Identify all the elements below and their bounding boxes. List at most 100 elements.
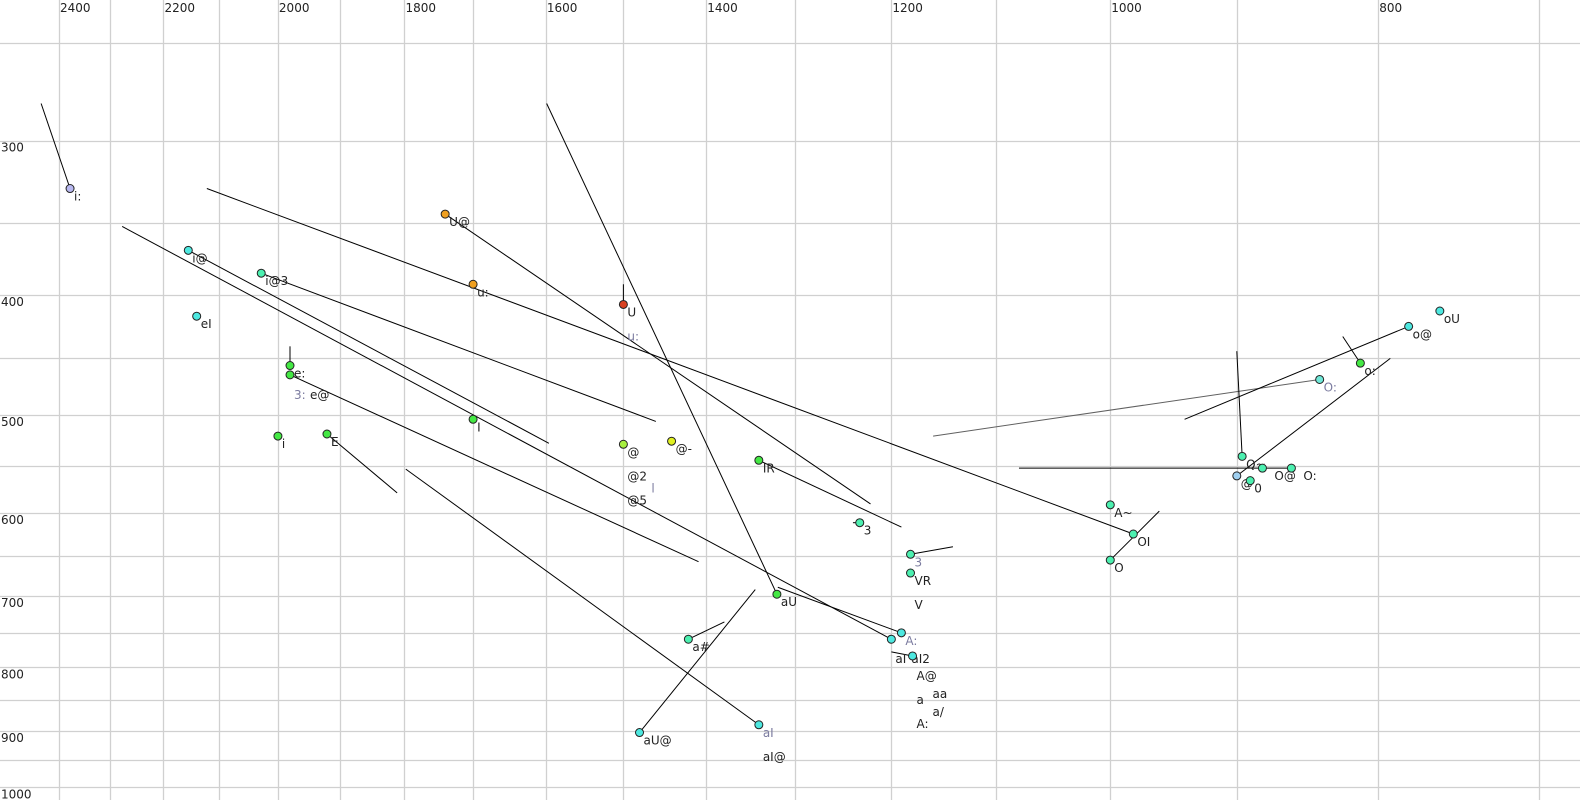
point-label: eI: [201, 317, 212, 331]
trajectory-line: [688, 621, 725, 640]
point-label: A~: [1114, 506, 1132, 520]
point-marker: [285, 370, 295, 380]
vowel-point: aU: [772, 589, 797, 609]
point-label: i@: [192, 251, 207, 265]
trajectory-line: [1236, 358, 1391, 477]
point-label: e:: [294, 367, 305, 381]
point-marker: [908, 651, 918, 661]
point-label: @5: [627, 493, 647, 507]
vowel-point: o@: [1404, 321, 1432, 341]
point-marker: [1286, 463, 1296, 473]
point-marker: [1232, 471, 1242, 481]
point-marker: [635, 728, 645, 738]
trajectory-line: [206, 188, 1134, 535]
vowel-point: IR: [754, 455, 775, 475]
point-label: U: [627, 305, 636, 319]
vowel-point: aI aI@: [754, 720, 786, 764]
point-label: i@3: [265, 274, 288, 288]
y-tick-label: 700: [1, 596, 24, 610]
vowel-point: 0: [1245, 476, 1262, 496]
vowel-point: A~: [1105, 500, 1133, 520]
vowel-point: A@ a aa A: a/: [908, 651, 948, 731]
vowel-point: E: [322, 429, 339, 449]
y-tick-label: 300: [1, 141, 24, 155]
point-marker: [468, 414, 478, 424]
y-tick-label: 400: [1, 295, 24, 309]
vowel-point: @ @2 @5 l: [618, 439, 655, 507]
point-label: aa: [933, 687, 948, 701]
x-tick-label: 1000: [1111, 1, 1142, 15]
point-marker: [1105, 555, 1115, 565]
x-tick-label: 2200: [164, 1, 195, 15]
trajectory-line: [758, 459, 902, 528]
vowel-point: @-: [667, 436, 692, 456]
point-marker: [1245, 476, 1255, 486]
vowel-point: u:: [468, 279, 489, 299]
point-marker: [440, 209, 450, 219]
point-marker: [65, 184, 75, 194]
vowel-point: O:: [1315, 374, 1337, 394]
vowel-point: U@: [440, 209, 470, 229]
trajectory-line: [1184, 325, 1409, 420]
point-label: @2: [627, 469, 647, 483]
vowel-point: i: [273, 431, 285, 451]
point-marker: [256, 268, 266, 278]
vowel-point: o:: [1355, 358, 1376, 378]
point-marker: [906, 568, 916, 578]
vowel-point: a#: [683, 634, 710, 654]
vowel-point: eI: [192, 311, 212, 331]
point-label: V: [915, 598, 924, 612]
trajectory-line: [933, 378, 1320, 437]
vowel-point: OI: [1128, 529, 1150, 549]
point-label: U@: [449, 215, 470, 229]
point-label: i: [282, 437, 285, 451]
point-label: I: [477, 420, 481, 434]
trajectory-line: [1236, 351, 1243, 457]
point-label: aI: [895, 652, 906, 666]
trajectory-line: [261, 272, 657, 422]
trajectory-line: [326, 433, 398, 494]
trajectory-lines: [40, 103, 1409, 733]
point-marker: [683, 634, 693, 644]
point-marker: [906, 549, 916, 559]
point-marker: [468, 279, 478, 289]
vowel-point: e:: [285, 361, 305, 381]
point-label: @: [627, 445, 639, 459]
point-label: 3: [864, 524, 872, 538]
point-label: a#: [692, 640, 709, 654]
vowel-point: O@: [1257, 463, 1296, 483]
vowel-point: aU@: [635, 728, 672, 748]
point-label: e@: [310, 388, 329, 402]
trajectory-line: [405, 468, 760, 726]
point-label: aI@: [763, 750, 786, 764]
point-marker: [754, 720, 764, 730]
point-label: O: [1114, 561, 1123, 575]
x-tick-label: 2400: [60, 1, 91, 15]
point-marker: [1237, 451, 1247, 461]
point-marker: [1435, 306, 1445, 316]
y-tick-label: 800: [1, 667, 24, 681]
point-marker: [772, 589, 782, 599]
vowel-point: 3: [855, 518, 872, 538]
vowel-point: 3: [906, 549, 923, 569]
y-tick-label: 900: [1, 731, 24, 745]
point-label: aU@: [644, 734, 672, 748]
point-label: a/: [933, 705, 945, 719]
point-label: oU: [1444, 312, 1460, 326]
point-marker: [667, 436, 677, 446]
point-label: VR: [915, 574, 932, 588]
point-marker: [1128, 529, 1138, 539]
y-tick-label: 500: [1, 415, 24, 429]
point-marker: [618, 439, 628, 449]
axis-tick-labels: 2400 2200 2000 1800 1600 1400 1200 1000 800 300 40…: [1, 1, 1402, 800]
x-tick-label: 2000: [279, 1, 310, 15]
point-label: 3: [915, 555, 923, 569]
x-tick-label: 800: [1379, 1, 1402, 15]
point-label: O:: [1324, 380, 1337, 394]
point-label: o:: [1364, 364, 1375, 378]
vowel-point: VR V: [906, 568, 932, 612]
vowel-point: O: [1105, 555, 1124, 575]
